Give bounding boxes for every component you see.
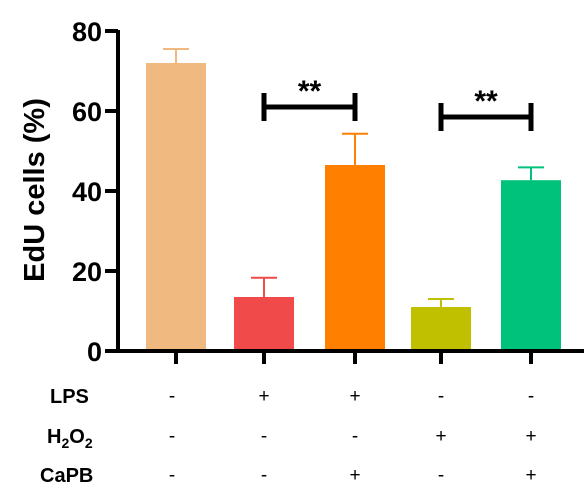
condition-sign: - — [438, 386, 444, 407]
h2o2-sub2: 2 — [85, 435, 93, 451]
h2o2-h: H — [47, 426, 61, 448]
plot-area — [105, 29, 584, 364]
condition-label-lps: LPS — [50, 386, 89, 408]
condition-sign: - — [352, 426, 358, 447]
condition-sign: - — [169, 386, 175, 407]
condition-sign: - — [261, 426, 267, 447]
y-tick-labels: 0 20 40 60 80 — [72, 17, 102, 367]
condition-sign: + — [525, 426, 536, 447]
condition-sign: - — [169, 465, 175, 486]
condition-sign: - — [438, 465, 444, 486]
bar — [411, 307, 471, 351]
significance-label: ** — [474, 85, 498, 118]
y-tick-label: 40 — [72, 177, 102, 207]
condition-sign: + — [258, 386, 269, 407]
condition-sign: + — [349, 465, 360, 486]
y-tick-label: 0 — [87, 337, 102, 367]
significance-markers: ** ** — [298, 75, 498, 118]
condition-sign: + — [435, 426, 446, 447]
y-tick-label: 20 — [72, 257, 102, 287]
condition-label-h2o2: H2O2 — [47, 426, 93, 451]
condition-label-capb: CaPB — [40, 465, 93, 487]
condition-sign: + — [349, 386, 360, 407]
y-tick-label: 60 — [72, 97, 102, 127]
y-tick-label: 80 — [72, 17, 102, 47]
bar — [325, 165, 385, 351]
condition-sign: - — [261, 465, 267, 486]
bar — [501, 180, 561, 351]
significance-label: ** — [298, 75, 322, 108]
condition-sign: - — [169, 426, 175, 447]
h2o2-o: O — [69, 426, 85, 448]
bar — [234, 297, 294, 351]
condition-table: LPS H2O2 CaPB - + + - -- - - + +- - + - + — [40, 386, 537, 487]
condition-sign: + — [525, 465, 536, 486]
y-axis-label: EdU cells (%) — [19, 98, 51, 282]
condition-sign: - — [528, 386, 534, 407]
h2o2-sub1: 2 — [61, 435, 69, 451]
bar — [146, 63, 206, 351]
